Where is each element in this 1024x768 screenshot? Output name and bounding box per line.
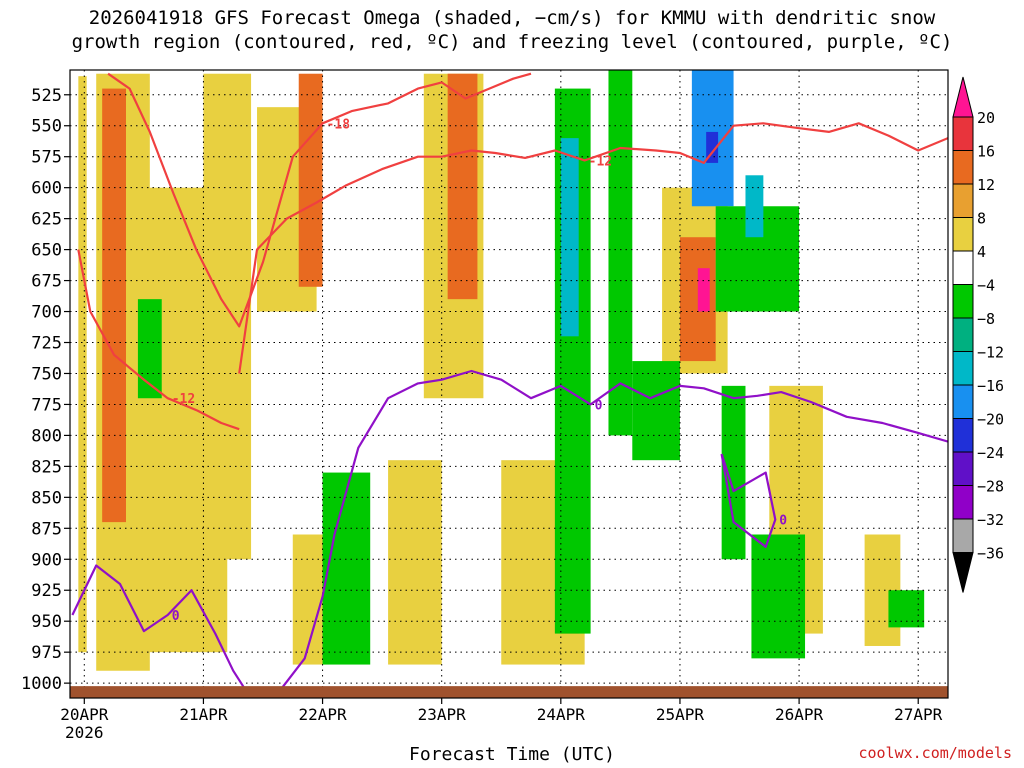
contour-line-3 [71,564,247,690]
colorbar-label-0: 20 [977,109,995,127]
y-axis: 525 550 575 600 625 650 675 700 725 750 775 800 825 8… [21,86,70,694]
colorbar-label-8: −16 [977,377,1004,395]
x-tick-label-2: 22APR [298,705,347,724]
contour-line-1 [238,122,948,374]
y-tick-label-975: 975 [31,643,62,663]
y-tick-label-600: 600 [31,179,62,199]
contour-label-1: -12 [589,154,612,169]
colorbar-swatch-12 [952,485,974,520]
y-tick-label-950: 950 [31,612,62,632]
colorbar-swatch-7 [952,317,974,352]
y-tick-label-1000: 1000 [21,674,62,694]
colorbar-swatch-10 [952,418,974,453]
colorbar-swatch-6 [952,284,974,319]
x-tick-label-4: 24APR [537,705,586,724]
terrain-band [70,686,948,698]
colorbar-swatch-13 [952,518,974,553]
contour-label-4: 0 [595,398,603,413]
y-tick-label-850: 850 [31,488,62,508]
colorbar-label-10: −24 [977,444,1004,462]
y-tick-label-900: 900 [31,550,62,570]
y-tick-label-675: 675 [31,272,62,292]
y-tick-label-575: 575 [31,148,62,168]
x-tick-label-5: 25APR [656,705,705,724]
colorbar-label-6: −8 [977,310,995,328]
omega-region-8 [388,460,442,665]
contour-label-5: 0 [779,514,787,529]
omega-region-29 [751,534,806,659]
credit-text: coolwx.com/models [858,744,1012,762]
title-line-1: 2026041918 GFS Forecast Omega (shaded, −… [88,7,936,29]
colorbar-label-3: 8 [977,210,986,228]
y-tick-label-525: 525 [31,86,62,106]
omega-region-28 [721,385,746,560]
colorbar-label-5: −4 [977,277,995,295]
omega-region-23 [632,361,680,461]
x-tick-label-3: 23APR [418,705,467,724]
colorbar-label-13: −36 [977,545,1004,563]
omega-region-30 [888,590,925,628]
colorbar-label-4: 4 [977,243,986,261]
omega-region-7 [298,73,323,287]
colorbar-swatch-3 [952,183,974,218]
x-axis-title: Forecast Time (UTC) [409,744,615,765]
colorbar: 20 16 12 8 4 −4 −8 −12 −16 −20 −24 −28 −32 −36 [952,76,1004,593]
colorbar-swatch-9 [952,384,974,419]
colorbar-swatch-1 [952,116,974,151]
contour-line-4 [280,369,948,690]
colorbar-swatch-4 [952,217,974,252]
colorbar-cap-top [952,76,974,118]
omega-region-19 [322,472,371,665]
y-tick-label-550: 550 [31,117,62,137]
contour-lines: -18 -12 -12 0 0 0 [71,72,948,690]
chart-title: 2026041918 GFS Forecast Omega (shaded, −… [0,6,1024,54]
contour-line-5 [720,453,777,549]
omega-region-2 [102,88,126,523]
x-tick-sublabel: 2026 [65,723,104,742]
contour-line-2 [77,249,240,431]
colorbar-swatch-2 [952,150,974,185]
terrain-fill [70,686,948,698]
contour-line-0 [107,72,532,328]
omega-region-15 [697,268,710,312]
contour-label-2: -12 [172,392,195,407]
omega-region-0 [78,76,87,653]
x-tick-label-7: 27APR [894,705,943,724]
colorbar-label-7: −12 [977,344,1004,362]
omega-region-21 [560,138,579,337]
y-tick-label-625: 625 [31,210,62,230]
colorbar-label-1: 16 [977,143,995,161]
y-tick-label-650: 650 [31,241,62,261]
colorbar-swatch-8 [952,351,974,386]
omega-region-10 [447,73,478,300]
x-tick-label-1: 21APR [179,705,228,724]
colorbar-swatch-11 [952,451,974,486]
omega-region-27 [745,175,764,238]
x-axis: 20APR 21APR 22APR 23APR 24APR 25APR 26APR 27APR… [60,698,943,742]
plot-frame [69,69,949,699]
x-tick-label-6: 26APR [775,705,824,724]
x-tick-label-0: 20APR [60,705,109,724]
y-tick-label-875: 875 [31,519,62,539]
y-tick-label-825: 825 [31,457,62,477]
y-tick-label-700: 700 [31,303,62,323]
colorbar-label-2: 12 [977,176,995,194]
colorbar-label-12: −32 [977,511,1004,529]
contour-label-3: 0 [172,609,180,624]
colorbar-swatch-5 [952,250,974,285]
omega-region-18 [137,299,162,399]
omega-region-25 [706,131,719,163]
y-tick-label-775: 775 [31,395,62,415]
title-line-2: growth region (contoured, red, ºC) and f… [71,31,953,53]
y-tick-label-925: 925 [31,581,62,601]
contour-label-0: -18 [327,117,351,132]
y-tick-label-725: 725 [31,334,62,354]
omega-region-22 [608,70,633,436]
colorbar-label-9: −20 [977,411,1004,429]
colorbar-label-11: −28 [977,478,1004,496]
y-tick-label-800: 800 [31,426,62,446]
colorbar-cap-bottom [952,552,974,593]
y-tick-label-750: 750 [31,364,62,384]
